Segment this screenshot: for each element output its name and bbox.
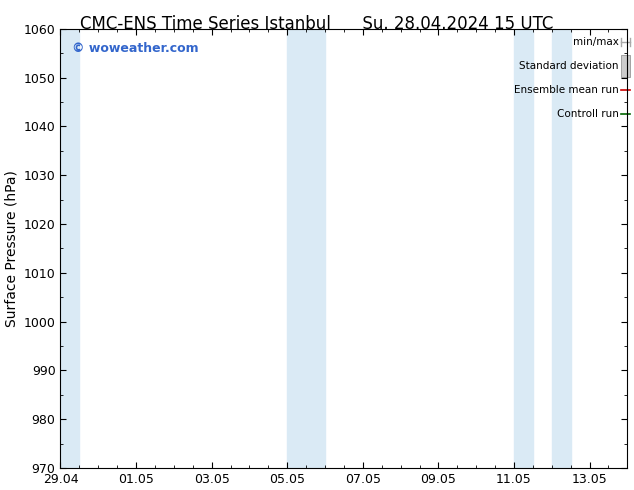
Text: Standard deviation: Standard deviation xyxy=(519,61,619,71)
Bar xyxy=(60,29,79,468)
Text: © woweather.com: © woweather.com xyxy=(72,42,198,55)
Bar xyxy=(514,29,533,468)
Bar xyxy=(552,29,571,468)
FancyBboxPatch shape xyxy=(621,55,630,77)
Bar xyxy=(306,29,325,468)
Text: Controll run: Controll run xyxy=(557,109,619,120)
Bar xyxy=(287,29,306,468)
Text: Ensemble mean run: Ensemble mean run xyxy=(514,85,619,95)
Y-axis label: Surface Pressure (hPa): Surface Pressure (hPa) xyxy=(4,170,18,327)
Text: min/max: min/max xyxy=(573,37,619,47)
Text: CMC-ENS Time Series Istanbul      Su. 28.04.2024 15 UTC: CMC-ENS Time Series Istanbul Su. 28.04.2… xyxy=(81,15,553,33)
